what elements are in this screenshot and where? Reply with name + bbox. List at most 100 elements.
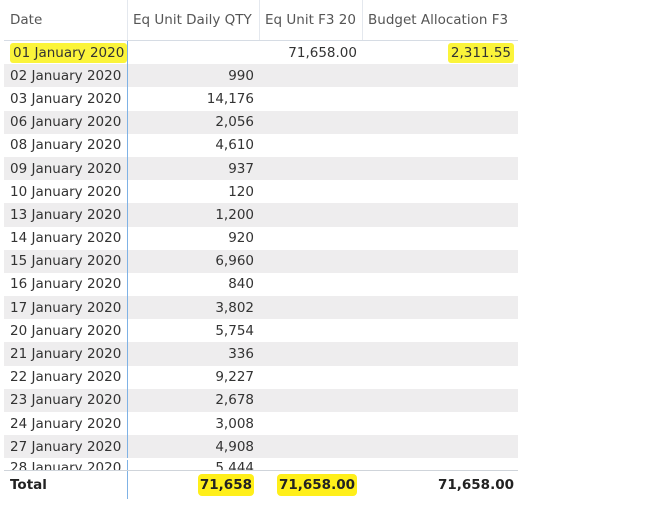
table-cell-daily-qty: 840 [128,273,260,296]
table-cell-f3-20 [260,250,363,273]
table-cell-date-value: 17 January 2020 [10,299,122,316]
total-label-text: Total [10,477,47,493]
table-cell-budget [363,296,518,319]
table-cell-daily-qty [128,41,260,64]
table-cell-daily-qty: 3,802 [128,296,260,319]
table-cell-budget-value: 2,311.55 [447,42,514,63]
table-cell-daily-qty-value: 336 [228,346,254,363]
table-cell-daily-qty-value: 4,610 [215,137,254,154]
table-cell-f3-20 [260,435,363,458]
table-cell-budget [363,435,518,458]
table-cell-date: 16 January 2020 [4,272,128,297]
table-cell-f3-20 [260,412,363,435]
table-cell-daily-qty-value: 920 [228,230,254,247]
table-cell-f3-20 [260,134,363,157]
table-cell-daily-qty-value: 120 [228,183,254,200]
table-cell-date: 20 January 2020 [4,319,128,343]
table-cell-daily-qty: 1,200 [128,203,260,226]
total-f3-20: 71,658.00 [260,471,363,499]
table-cell-f3-20 [260,64,363,87]
table-total-row: Total 71,658 71,658.00 71,658.00 [4,470,518,499]
table-cell-daily-qty-value: 3,802 [215,299,254,316]
table-cell-budget [363,64,518,87]
column-header-eq-unit-daily-qty[interactable]: Eq Unit Daily QTY [128,0,260,40]
table-cell-date-value: 02 January 2020 [10,67,122,84]
table-cell-date-value: 01 January 2020 [10,42,127,63]
total-label: Total [4,471,128,499]
table-cell-f3-20 [260,273,363,296]
table-cell-date: 02 January 2020 [4,64,128,88]
table-cell-daily-qty-value: 6,960 [215,253,254,270]
table-cell-daily-qty: 5,754 [128,319,260,342]
table-cell-date-value: 27 January 2020 [10,438,122,455]
table-cell-f3-20 [260,111,363,134]
column-header-date[interactable]: Date [4,0,128,40]
table-row: 03 January 2020 14,176 [4,87,518,111]
table-row: 24 January 2020 3,008 [4,412,518,436]
table-row: 13 January 2020 1,200 [4,203,518,227]
table-cell-budget [363,273,518,296]
table-cell-budget [363,111,518,134]
table-cell-daily-qty: 336 [128,342,260,365]
table-cell-daily-qty-value: 4,908 [215,438,254,455]
table-cell-date: 06 January 2020 [4,110,128,134]
table-cell-budget [363,319,518,342]
table-cell-daily-qty-value: 2,678 [215,392,254,409]
table-cell-budget [363,250,518,273]
table-cell-daily-qty-value: 990 [228,67,254,84]
table-cell-daily-qty: 5,444 [215,459,254,470]
table-cell-budget [363,366,518,389]
table-cell-f3-20 [260,227,363,250]
table-cell-date: 03 January 2020 [4,87,128,111]
table-cell-daily-qty: 4,908 [128,435,260,458]
table-cell-f3-20: 71,658.00 [260,41,363,64]
table-cell-f3-20-value: 71,658.00 [288,44,357,61]
table-row: 10 January 2020 120 [4,180,518,204]
table-cell-date: 21 January 2020 [4,342,128,366]
column-header-eq-unit-f3-20[interactable]: Eq Unit F3 20 [260,0,363,40]
table-cell-date: 08 January 2020 [4,133,128,157]
table-cell-daily-qty: 990 [128,64,260,87]
table-row: 23 January 2020 2,678 [4,388,518,412]
table-cell-budget [363,227,518,250]
table-cell-f3-20 [260,296,363,319]
table-cell-budget [363,180,518,203]
table-cell-date-value: 23 January 2020 [10,392,122,409]
table-cell-daily-qty: 2,678 [128,389,260,412]
table-row: 21 January 2020 336 [4,342,518,366]
table-cell-date: 17 January 2020 [4,296,128,320]
table-cell-f3-20 [260,203,363,226]
table-row: 01 January 2020 71,658.00 2,311.55 [4,41,518,65]
table-cell-daily-qty: 6,960 [128,250,260,273]
table-cell-budget [363,460,518,470]
table-cell-budget [363,203,518,226]
table-cell-date: 10 January 2020 [4,180,128,204]
table-cell-daily-qty: 3,008 [128,412,260,435]
table-row: 09 January 2020 937 [4,156,518,181]
table-cell-date-value: 21 January 2020 [10,346,122,363]
table-cell-daily-qty: 937 [128,157,260,180]
table-cell-date: 22 January 2020 [4,365,128,389]
table-cell-daily-qty: 2,056 [128,111,260,134]
table-cell-daily-qty: 4,610 [128,134,260,157]
table-row: 17 January 2020 3,802 [4,296,518,320]
table-cell-date-value: 15 January 2020 [10,253,122,270]
table-cell-daily-qty-value: 14,176 [206,90,254,107]
table-cell-date: 27 January 2020 [4,435,128,459]
table-cell-date-value: 14 January 2020 [10,230,122,247]
table-cell-budget [363,412,518,435]
table-cell-date: 15 January 2020 [4,249,128,273]
table-cell-date-value: 16 January 2020 [10,276,122,293]
table-cell-budget [363,87,518,110]
table-body: 01 January 2020 71,658.00 2,311.55 02 Janua… [4,41,518,459]
table-row: 02 January 2020 990 [4,64,518,88]
total-daily-qty-value: 71,658 [197,474,254,496]
table-cell-daily-qty: 9,227 [128,366,260,389]
table-header-row: Date Eq Unit Daily QTY Eq Unit F3 20 Bud… [4,0,518,41]
column-header-budget-allocation-f3[interactable]: Budget Allocation F3 [368,12,509,28]
table-row: 14 January 2020 920 [4,226,518,250]
table-cell-date-value: 13 January 2020 [10,206,122,223]
table-cell-budget: 2,311.55 [363,41,518,64]
table-cell-daily-qty-value: 2,056 [215,114,254,131]
table-cell-date-value: 09 January 2020 [10,160,122,177]
